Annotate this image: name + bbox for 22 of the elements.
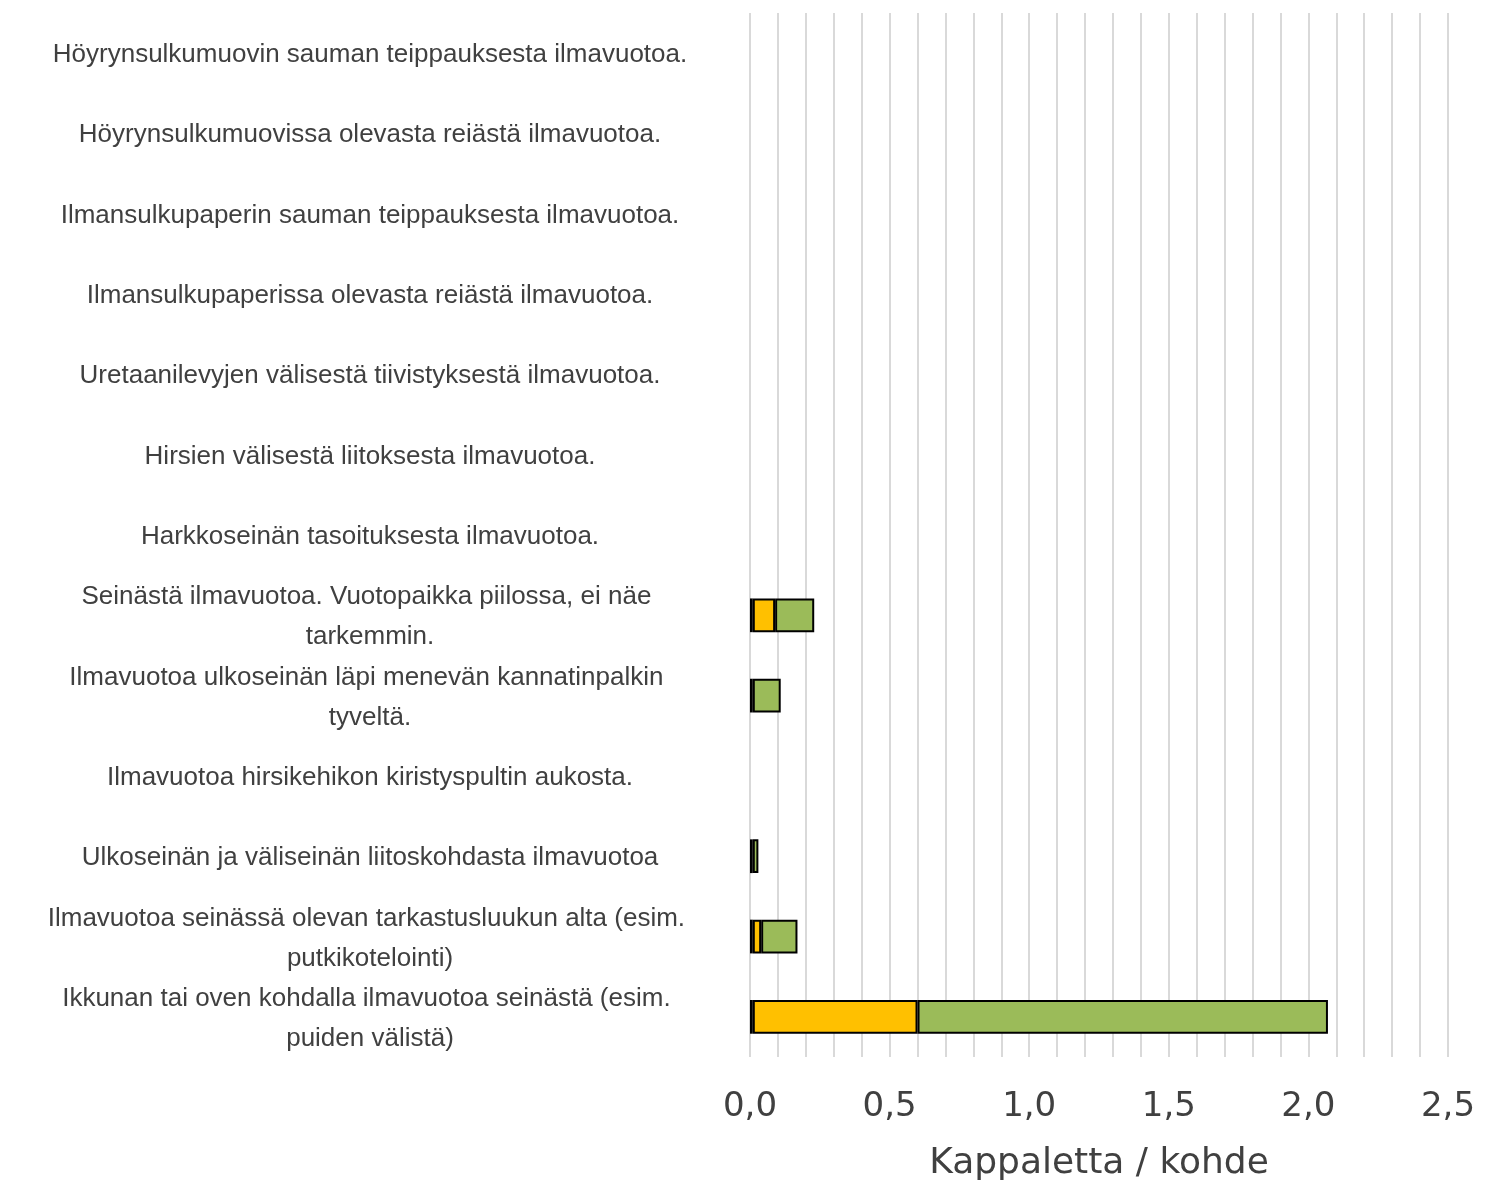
bar [752,839,759,874]
y-tick-label: Ilmavuotoa hirsikehikon kiristyspultin aukosta. [106,760,634,791]
x-tick-label: 1,0 [1002,1084,1057,1124]
y-tick-label: Höyrynsulkumuovissa olevasta reiästä ilmavuotoa. [78,118,662,149]
x-axis-title: Kappaletta / kohde [929,1139,1269,1181]
x-tick-label: 1,5 [1141,1084,1196,1124]
y-tick-label: Uretaanilevyjen välisestä tiivistyksestä ilmavuotoa. [79,359,661,390]
y-tick-label: Ilmansulkupaperissa olevasta reiästä ilmavuotoa. [86,279,654,310]
bar [752,678,781,713]
y-tick-label: Ulkoseinän ja väliseinän liitoskohdasta ilmavuotoa [81,841,659,872]
x-tick-label: 2,5 [1420,1084,1476,1124]
y-tick-label: Ilmansulkupaperin sauman teippauksesta ilmavuotoa. [60,198,680,229]
y-tick-label: Höyrynsulkumuovin sauman teippauksesta ilmavuotoa. [52,38,688,69]
y-tick-label: Seinästä ilmavuotoa. Vuotopaikka piilossa, ei näe tarkemmin. [81,580,659,651]
x-tick-label: 2,0 [1281,1084,1336,1124]
y-tick-label: Hirsien välisestä liitoksesta ilmavuotoa. [144,439,596,470]
y-tick-label: Harkkoseinän tasoituksesta ilmavuotoa. [140,520,600,550]
y-tick-label: Ilmavuotoa seinässä olevan tarkastusluukun alta (esim. putkikotelointi) [47,901,693,972]
y-tick-label: Ikkunan tai oven kohdalla ilmavuotoa seinästä (esim. puiden välistä) [62,981,678,1052]
x-tick-label: 0,0 [722,1084,778,1124]
y-tick-label: Ilmavuotoa ulkoseinän läpi menevän kannatinpalkin tyveltä. [69,660,671,731]
x-tick-label: 0,5 [862,1084,917,1124]
